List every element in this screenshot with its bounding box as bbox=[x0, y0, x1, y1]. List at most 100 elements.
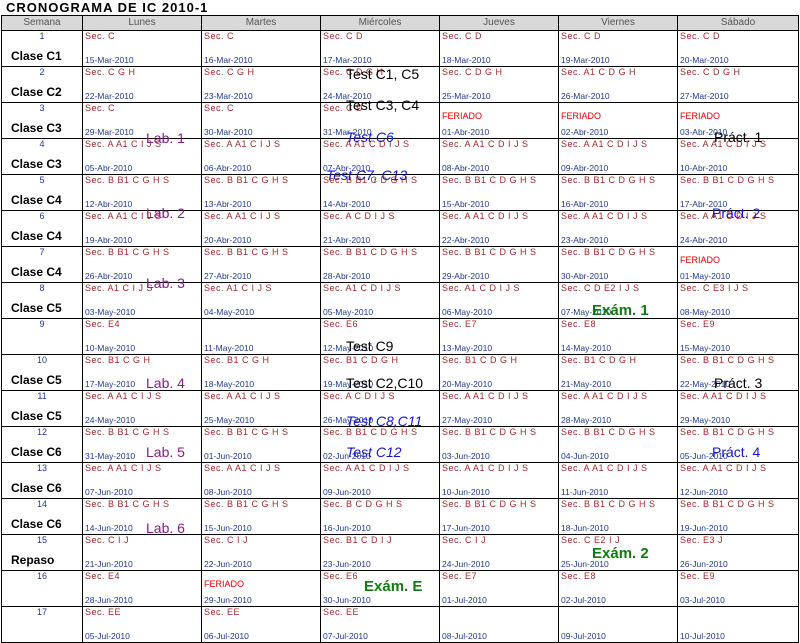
feriado-label: FERIADO bbox=[680, 255, 721, 265]
date-label: 02-Jun-2010 bbox=[323, 451, 371, 461]
date-label: 22-Abr-2010 bbox=[442, 235, 490, 245]
date-label: 26-Abr-2010 bbox=[85, 271, 133, 281]
date-label: 07-Jun-2010 bbox=[85, 487, 133, 497]
feriado-label: FERIADO bbox=[442, 111, 483, 121]
date-label: 20-Abr-2010 bbox=[204, 235, 252, 245]
week-cell: 5 Clase C4 bbox=[1, 174, 83, 211]
section-list: Sec. A A1 C I J S bbox=[204, 463, 281, 474]
date-label: 14-May-2010 bbox=[561, 343, 612, 353]
section-list: Sec. B B1 C G H S bbox=[204, 499, 289, 510]
day-cell-viernes: Sec. A1 C D G H 26-Mar-2010 bbox=[558, 66, 678, 103]
day-cell-viernes: Sec. E8 02-Jul-2010 bbox=[558, 570, 678, 607]
day-cell-jueves: Sec. B1 C D G H 20-May-2010 bbox=[439, 354, 559, 391]
section-list: Sec. B B1 C D G H S bbox=[323, 175, 418, 186]
day-cell-martes: Sec. C 30-Mar-2010 bbox=[201, 102, 321, 139]
lab-1-label: Lab. 1 bbox=[146, 130, 185, 146]
section-list: Sec. B B1 C G H S bbox=[85, 175, 170, 186]
week-row: 11 Clase C5 Sec. A A1 C I J S 24-May-2010 Se… bbox=[1, 390, 799, 427]
date-label: 29-Jun-2010 bbox=[204, 595, 252, 605]
lab-5-label: Lab. 5 bbox=[146, 444, 185, 460]
date-label: 23-Abr-2010 bbox=[561, 235, 609, 245]
clase-label: Clase C6 bbox=[11, 481, 62, 495]
week-cell: 15 Repaso bbox=[1, 534, 83, 571]
section-list: Sec. A A1 C I J S bbox=[85, 463, 162, 474]
date-label: 12-Abr-2010 bbox=[85, 199, 133, 209]
date-label: 21-Abr-2010 bbox=[323, 235, 371, 245]
date-label: 16-Mar-2010 bbox=[204, 55, 253, 65]
day-cell-martes: Sec. B1 C G H 18-May-2010 bbox=[201, 354, 321, 391]
week-row: 8 Clase C5 Sec. A1 C I J S 03-May-2010 Sec. … bbox=[1, 282, 799, 319]
day-cell-jueves: 08-Jul-2010 bbox=[439, 606, 559, 643]
date-label: 15-May-2010 bbox=[680, 343, 731, 353]
date-label: 19-Abr-2010 bbox=[85, 235, 133, 245]
day-cell-viernes: Sec. C D 19-Mar-2010 bbox=[558, 30, 678, 67]
section-list: Sec. C bbox=[85, 31, 116, 42]
date-label: 29-Abr-2010 bbox=[442, 271, 490, 281]
date-label: 24-Jun-2010 bbox=[442, 559, 490, 569]
section-list: Sec. C G H bbox=[204, 67, 255, 78]
day-cell-jueves: Sec. B B1 C D G H S 17-Jun-2010 bbox=[439, 498, 559, 535]
date-label: 19-Mar-2010 bbox=[561, 55, 610, 65]
date-label: 07-Abr-2010 bbox=[323, 163, 371, 173]
day-cell-sabado: Sec. B B1 C D G H S 17-Abr-2010 bbox=[677, 174, 799, 211]
day-cell-viernes: Sec. C D E2 I J S 07-May-2010 bbox=[558, 282, 678, 319]
week-cell: 6 Clase C4 bbox=[1, 210, 83, 247]
date-label: 11-Jun-2010 bbox=[561, 487, 609, 497]
page-title: CRONOGRAMA DE IC 2010-1 bbox=[6, 0, 209, 15]
week-cell: 8 Clase C5 bbox=[1, 282, 83, 319]
section-list: Sec. C bbox=[204, 31, 235, 42]
section-list: Sec. B1 C D G H bbox=[323, 355, 399, 366]
date-label: 05-Jun-2010 bbox=[680, 451, 728, 461]
test-c2-c10-label: Test C2,C10 bbox=[346, 375, 424, 391]
day-cell-martes: FERIADO 29-Jun-2010 bbox=[201, 570, 321, 607]
day-cell-martes: Sec. C I J 22-Jun-2010 bbox=[201, 534, 321, 571]
day-cell-sabado: Sec. C E3 I J S 08-May-2010 bbox=[677, 282, 799, 319]
day-cell-lunes: Sec. A A1 C I J S 07-Jun-2010 bbox=[82, 462, 202, 499]
day-cell-viernes: Sec. A A1 C D I J S 23-Abr-2010 bbox=[558, 210, 678, 247]
section-list: Sec. B B1 C D G H S bbox=[680, 355, 775, 366]
day-cell-miercoles: Sec. B B1 C D G H S 28-Abr-2010 bbox=[320, 246, 440, 283]
section-list: Sec. B B1 C D G H S bbox=[561, 427, 656, 438]
section-list: Sec. A1 C D I J S bbox=[323, 283, 402, 294]
date-label: 03-May-2010 bbox=[85, 307, 136, 317]
date-label: 14-Abr-2010 bbox=[323, 199, 371, 209]
header-miercoles: Miércoles bbox=[320, 15, 440, 31]
day-cell-martes: Sec. B B1 C G H S 13-Abr-2010 bbox=[201, 174, 321, 211]
date-label: 27-Mar-2010 bbox=[680, 91, 729, 101]
week-row: 14 Clase C6 Sec. B B1 C G H S 14-Jun-2010 Se… bbox=[1, 498, 799, 535]
section-list: Sec. C D bbox=[442, 31, 483, 42]
date-label: 18-Jun-2010 bbox=[561, 523, 609, 533]
header-row: Semana Lunes Martes Miércoles Jueves Vie… bbox=[1, 15, 799, 31]
section-list: Sec. A1 C D G H bbox=[561, 67, 637, 78]
clase-label: Clase C2 bbox=[11, 85, 62, 99]
section-list: Sec. A A1 C D I J S bbox=[561, 139, 648, 150]
week-number: 3 bbox=[39, 103, 45, 114]
feriado-label: FERIADO bbox=[561, 111, 602, 121]
day-cell-jueves: Sec. A A1 C D I J S 22-Abr-2010 bbox=[439, 210, 559, 247]
section-list: Sec. C D G H bbox=[680, 67, 741, 78]
day-cell-miercoles: Sec. B B1 C D G H S 02-Jun-2010 bbox=[320, 426, 440, 463]
week-cell: 17 bbox=[1, 606, 83, 643]
section-list: Sec. B B1 C D G H S bbox=[442, 175, 537, 186]
day-cell-martes: Sec. C 16-Mar-2010 bbox=[201, 30, 321, 67]
day-cell-lunes: Sec. E4 28-Jun-2010 bbox=[82, 570, 202, 607]
date-label: 27-Abr-2010 bbox=[204, 271, 252, 281]
week-row: 7 Clase C4 Sec. B B1 C G H S 26-Abr-2010 Sec… bbox=[1, 246, 799, 283]
section-list: Sec. A A1 C D I J S bbox=[323, 463, 410, 474]
week-cell: 9 bbox=[1, 318, 83, 355]
header-lunes: Lunes bbox=[82, 15, 202, 31]
day-cell-miercoles: Sec. B1 C D G H 19-May-2010 bbox=[320, 354, 440, 391]
section-list: Sec. B1 C D G H bbox=[561, 355, 637, 366]
section-list: Sec. B B1 C D G H S bbox=[323, 247, 418, 258]
date-label: 16-Abr-2010 bbox=[561, 199, 609, 209]
day-cell-sabado: Sec. C D G H 27-Mar-2010 bbox=[677, 66, 799, 103]
date-label: 07-Jul-2010 bbox=[323, 631, 368, 641]
day-cell-miercoles: Sec. C D 17-Mar-2010 bbox=[320, 30, 440, 67]
test-c9-label: Test C9 bbox=[346, 338, 394, 354]
feriado-label: FERIADO bbox=[680, 111, 721, 121]
day-cell-martes: Sec. B B1 C G H S 15-Jun-2010 bbox=[201, 498, 321, 535]
pract-4-label: Práct. 4 bbox=[712, 444, 761, 460]
date-label: 01-Jul-2010 bbox=[442, 595, 487, 605]
date-label: 09-Jul-2010 bbox=[561, 631, 606, 641]
day-cell-jueves: Sec. B B1 C D G H S 29-Abr-2010 bbox=[439, 246, 559, 283]
